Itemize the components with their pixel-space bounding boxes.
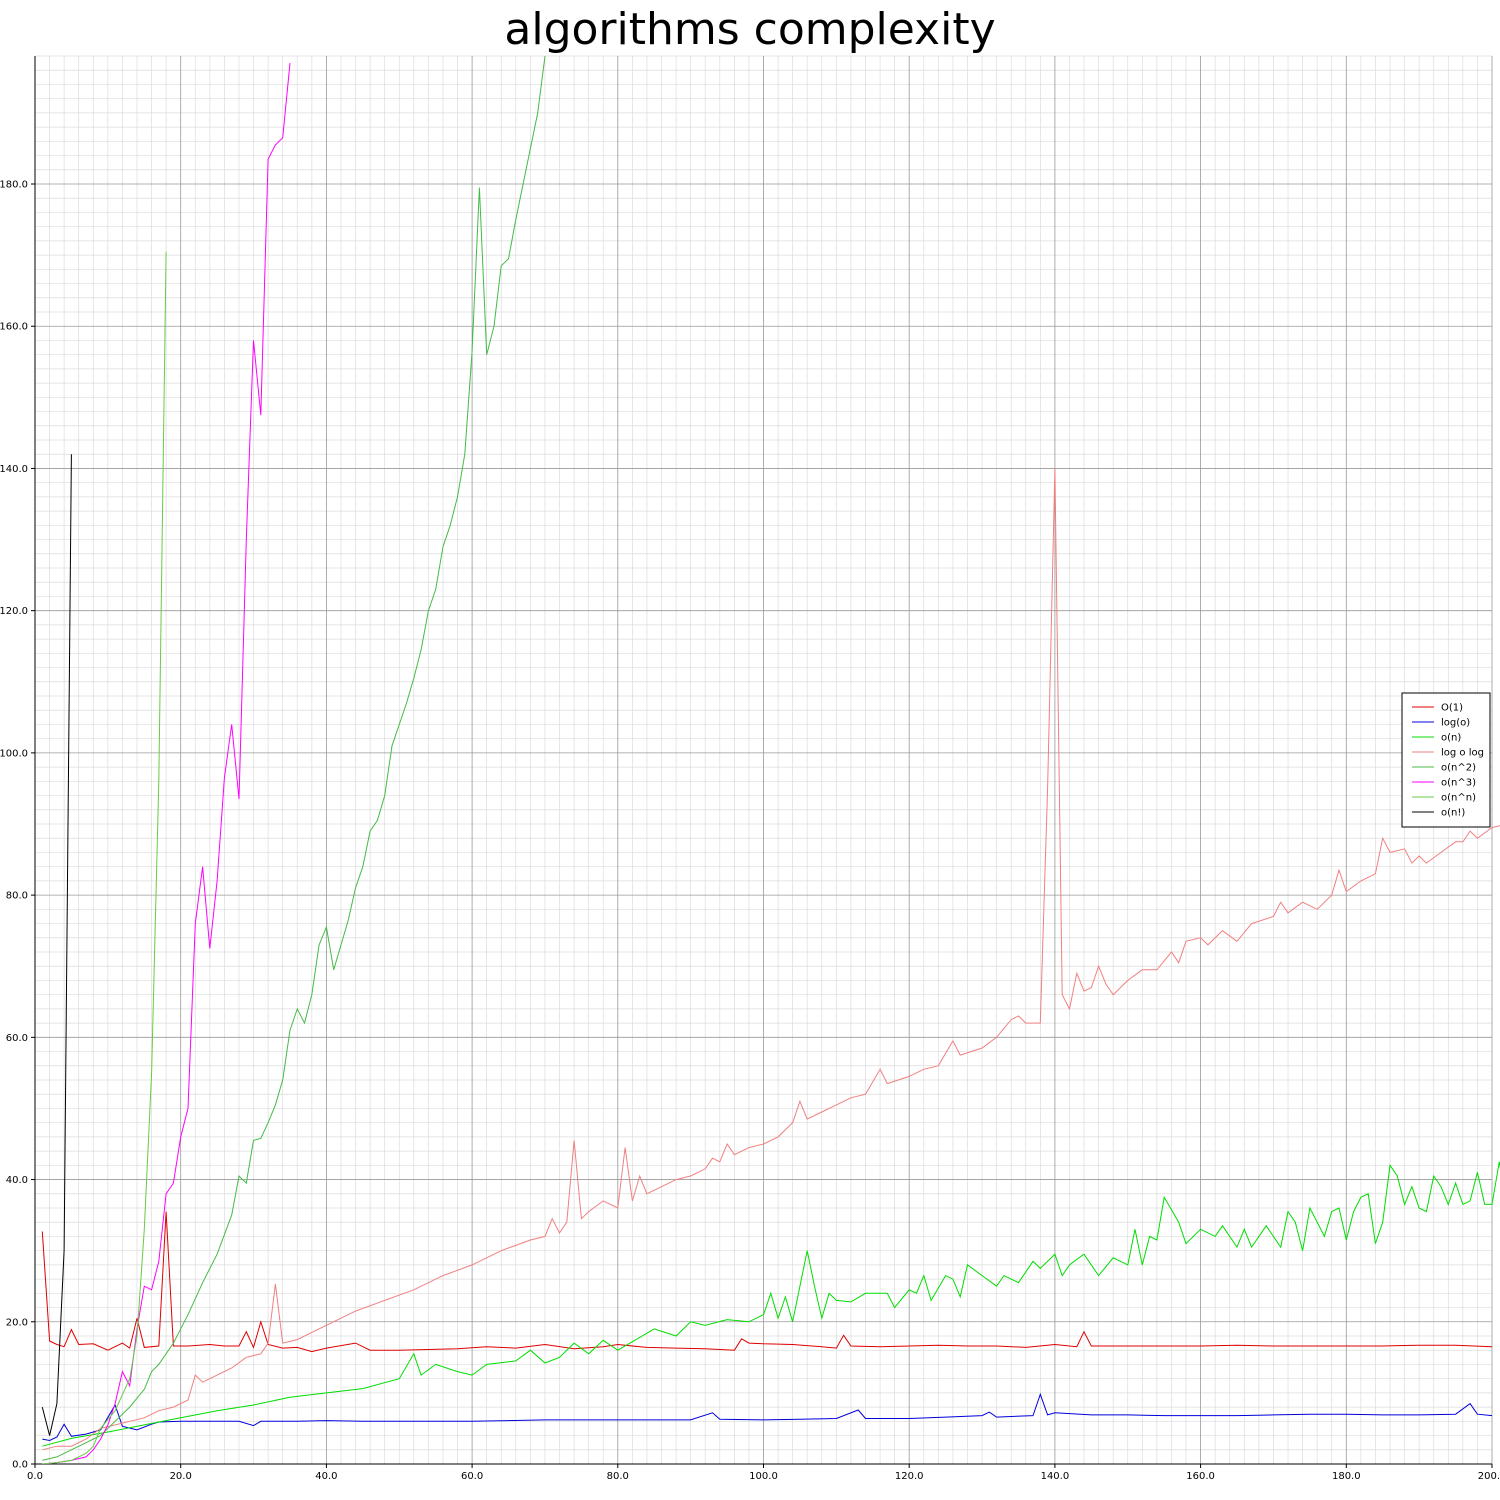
series-lines	[41, 55, 1500, 1464]
y-tick-label: 60.0	[6, 1033, 28, 1044]
x-tick-label: 100.0	[749, 1471, 778, 1482]
legend-entry: o(n)	[1441, 733, 1461, 744]
x-tick-label: 20.0	[170, 1471, 192, 1482]
series-line-1	[42, 1392, 1493, 1442]
y-tick-label: 140.0	[0, 464, 28, 475]
legend-entry: o(n!)	[1441, 808, 1465, 819]
chart-title: algorithms complexity	[504, 4, 996, 55]
y-tick-label: 40.0	[6, 1175, 28, 1186]
x-tick-label: 160.0	[1186, 1471, 1215, 1482]
legend-entry: log(o)	[1441, 718, 1470, 729]
y-tick-label: 20.0	[6, 1317, 28, 1328]
x-tick-label: 140.0	[1041, 1471, 1070, 1482]
axes	[31, 56, 1493, 1468]
y-tick-label: 100.0	[0, 748, 28, 759]
y-tick-label: 160.0	[0, 322, 28, 333]
x-tick-label: 120.0	[895, 1471, 924, 1482]
series-line-6	[42, 251, 167, 1464]
y-tick-label: 80.0	[6, 891, 28, 902]
series-line-3	[42, 468, 1500, 1451]
x-tick-labels: 0.0 20.0 40.0 60.0 80.0 100.0 120.0 140.0 160.0 1…	[27, 1471, 1500, 1482]
x-tick-label: 60.0	[461, 1471, 483, 1482]
legend-entry: log o log	[1441, 748, 1484, 759]
legend-entry: o(n^3)	[1441, 778, 1476, 789]
y-tick-label: 0.0	[12, 1460, 28, 1471]
x-tick-label: 40.0	[315, 1471, 337, 1482]
series-line-0	[41, 1211, 1493, 1353]
x-tick-label: 0.0	[27, 1471, 43, 1482]
series-line-4	[42, 55, 546, 1461]
series-line-5	[42, 63, 291, 1464]
legend: O(1) log(o) o(n) log o log o(n^2) o(n^3) o(n^n…	[1401, 692, 1491, 828]
y-tick-labels: 0.0 20.0 40.0 60.0 80.0 100.0 120.0 140.0 160.0 1…	[0, 180, 28, 1471]
legend-entry: o(n^n)	[1441, 793, 1476, 804]
legend-entry: o(n^2)	[1441, 763, 1476, 774]
legend-entry: O(1)	[1441, 703, 1463, 714]
x-tick-label: 80.0	[607, 1471, 629, 1482]
series-line-2	[42, 1161, 1500, 1447]
x-tick-label: 180.0	[1332, 1471, 1361, 1482]
series-line-7	[41, 454, 72, 1436]
y-tick-label: 120.0	[0, 606, 28, 617]
x-tick-label: 200.	[1478, 1471, 1500, 1482]
legend-box	[1401, 692, 1491, 828]
y-tick-label: 180.0	[0, 180, 28, 191]
